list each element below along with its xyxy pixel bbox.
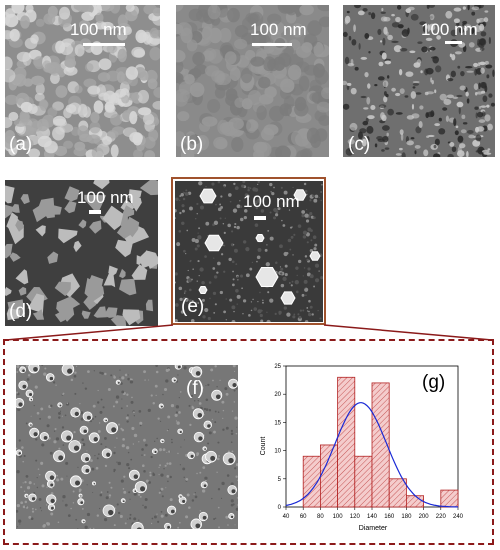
x-tick-label: 240 [453, 514, 464, 520]
sem-image-d [5, 180, 158, 326]
sem-panel-e: 100 nm (e) [175, 181, 323, 322]
scale-bar-b [252, 43, 292, 46]
sem-image-f [16, 365, 238, 529]
panel-label-c: (c) [348, 134, 371, 155]
sem-image-b [176, 5, 329, 157]
panel-label-b: (b) [180, 134, 204, 155]
panel-label-a: (a) [9, 134, 33, 155]
x-tick-label: 40 [283, 514, 290, 520]
sem-panel-a: 100 nm (a) [5, 5, 160, 157]
scale-label-e: 100 nm [243, 192, 300, 211]
x-tick-label: 160 [384, 514, 395, 520]
x-tick-label: 220 [436, 514, 447, 520]
x-tick-label: 180 [401, 514, 412, 520]
histogram-bar [354, 455, 373, 508]
scale-bar-c [445, 41, 462, 44]
sem-panel-b: 100 nm (b) [176, 5, 329, 157]
sem-image-e [175, 181, 323, 322]
sem-panel-f: (f) [16, 365, 238, 529]
histogram-bar [337, 376, 356, 508]
scale-label-c: 100 nm [421, 20, 478, 39]
panel-label-f: (f) [186, 378, 204, 399]
x-tick-label: 100 [333, 514, 344, 520]
histogram-bar [388, 478, 407, 508]
y-axis-label: Count [260, 437, 267, 456]
y-tick-label: 10 [274, 449, 281, 455]
scale-bar-d [89, 210, 101, 214]
histogram-bar [405, 495, 424, 508]
histogram-bar [320, 444, 339, 508]
x-tick-label: 80 [317, 514, 324, 520]
panel-label-g: (g) [422, 372, 446, 393]
y-tick-label: 5 [278, 477, 282, 483]
x-tick-label: 60 [300, 514, 307, 520]
scale-label-b: 100 nm [250, 20, 307, 39]
scale-bar-a [83, 43, 125, 46]
sem-image-a [5, 5, 160, 157]
sem-panel-c: 100 nm (c) [343, 5, 495, 157]
x-tick-label: 140 [367, 514, 378, 520]
x-axis-label: Diameter [359, 525, 388, 532]
panel-label-e: (e) [181, 296, 205, 317]
zoom-dashed-box [3, 339, 494, 545]
x-tick-label: 200 [419, 514, 430, 520]
fit-curve [285, 402, 458, 508]
y-tick-label: 25 [274, 364, 281, 370]
scale-bar-e [254, 216, 266, 220]
y-tick-label: 15 [274, 420, 281, 426]
histogram-bar [440, 489, 459, 508]
diameter-histogram: 40 60 80 100 120 140 160 180 200 220 240 0 5 10 15 20 25… [260, 364, 464, 532]
panel-label-d: (d) [9, 301, 33, 322]
y-tick-label: 0 [278, 505, 282, 511]
y-tick-label: 20 [274, 392, 281, 398]
sem-panel-d: 100 nm (d) [5, 180, 158, 326]
scale-label-a: 100 nm [70, 20, 127, 39]
scale-label-d: 100 nm [77, 188, 134, 207]
histogram-bar [371, 382, 390, 508]
highlight-frame-e [171, 177, 326, 325]
gaussian-fit [285, 402, 458, 508]
histogram-bars [302, 376, 459, 508]
x-tick-label: 120 [350, 514, 361, 520]
sem-image-c [343, 5, 495, 157]
